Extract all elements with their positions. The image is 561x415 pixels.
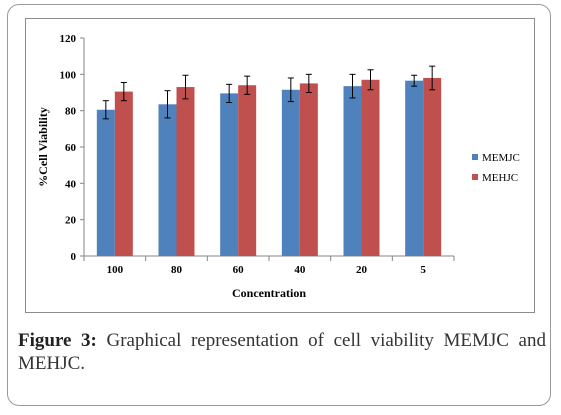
legend-swatch-mehjc xyxy=(472,174,478,180)
x-tick-label: 40 xyxy=(294,264,306,276)
bars xyxy=(96,77,442,257)
y-axis: 0 20 40 60 80 100 120 xyxy=(60,33,85,263)
bar-memjc xyxy=(220,93,239,257)
y-tick-label: 0 xyxy=(71,251,77,263)
bar-memjc xyxy=(405,80,424,256)
error-bars xyxy=(102,65,436,120)
y-tick-label: 20 xyxy=(65,215,77,227)
x-tick-label: 5 xyxy=(420,264,426,276)
figure-label: Figure 3: xyxy=(18,330,97,351)
y-tick-label: 40 xyxy=(65,178,77,190)
bar-mehjc xyxy=(238,85,257,256)
bar-memjc xyxy=(158,104,177,256)
legend: MEMJC MEHJC xyxy=(472,152,520,184)
x-tick-label: 20 xyxy=(356,264,368,276)
legend-swatch-memjc xyxy=(472,154,478,160)
figure-caption-text: Graphical representation of cell viabili… xyxy=(18,330,546,374)
x-axis: 100 80 60 40 20 5 xyxy=(83,255,455,276)
bar-memjc xyxy=(343,86,362,257)
legend-label-memjc: MEMJC xyxy=(482,152,520,164)
y-tick-label: 60 xyxy=(65,142,77,154)
bar-memjc xyxy=(281,89,300,257)
x-tick-label: 100 xyxy=(107,264,124,276)
y-axis-title: %Cell Viability xyxy=(36,107,50,187)
y-tick-label: 80 xyxy=(65,106,77,118)
bar-mehjc xyxy=(361,79,380,257)
figure-caption: Figure 3: Graphical representation of ce… xyxy=(18,329,546,375)
x-tick-label: 80 xyxy=(171,264,183,276)
x-tick-label: 60 xyxy=(233,264,245,276)
x-axis-title: Concentration xyxy=(232,286,306,300)
bar-mehjc xyxy=(114,91,133,256)
bar-mehjc xyxy=(299,83,318,257)
y-tick-label: 120 xyxy=(60,33,77,45)
bar-mehjc xyxy=(423,77,442,256)
bar-memjc xyxy=(96,109,115,256)
legend-label-mehjc: MEHJC xyxy=(482,172,518,184)
y-tick-label: 100 xyxy=(60,69,77,81)
bar-mehjc xyxy=(176,87,195,256)
